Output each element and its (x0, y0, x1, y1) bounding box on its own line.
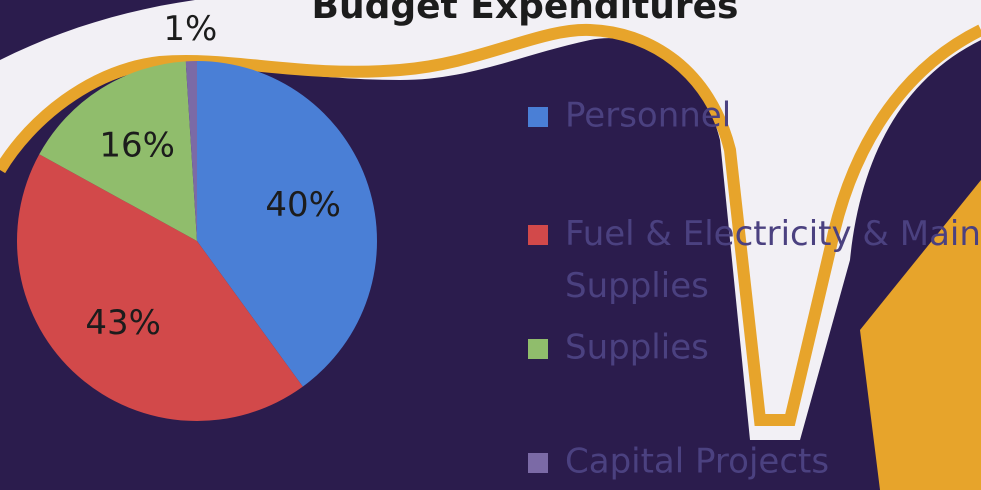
legend-swatch (528, 107, 548, 127)
logo-outline (0, 23, 981, 426)
data-label: 43% (85, 303, 161, 343)
chart-title: Budget Expenditures (312, 0, 739, 27)
pie-slice (39, 61, 197, 241)
data-label: 40% (265, 185, 341, 225)
logo-letter (860, 180, 981, 490)
legend-label: Personnel (565, 96, 731, 136)
legend-label: Capital Projects (565, 442, 829, 482)
pie-slice (197, 61, 377, 387)
legend-label: Fuel & Electricity & MaintenanceSupplies (565, 214, 981, 306)
legend-label: Supplies (565, 328, 709, 368)
legend-swatch (528, 339, 548, 359)
pie-slice (16, 154, 303, 421)
legend-swatch (528, 225, 548, 245)
logo-shape (0, 0, 981, 440)
pie-slice (185, 61, 197, 241)
data-label: 1% (163, 9, 217, 49)
legend-swatch (528, 453, 548, 473)
data-label: 16% (99, 125, 175, 165)
